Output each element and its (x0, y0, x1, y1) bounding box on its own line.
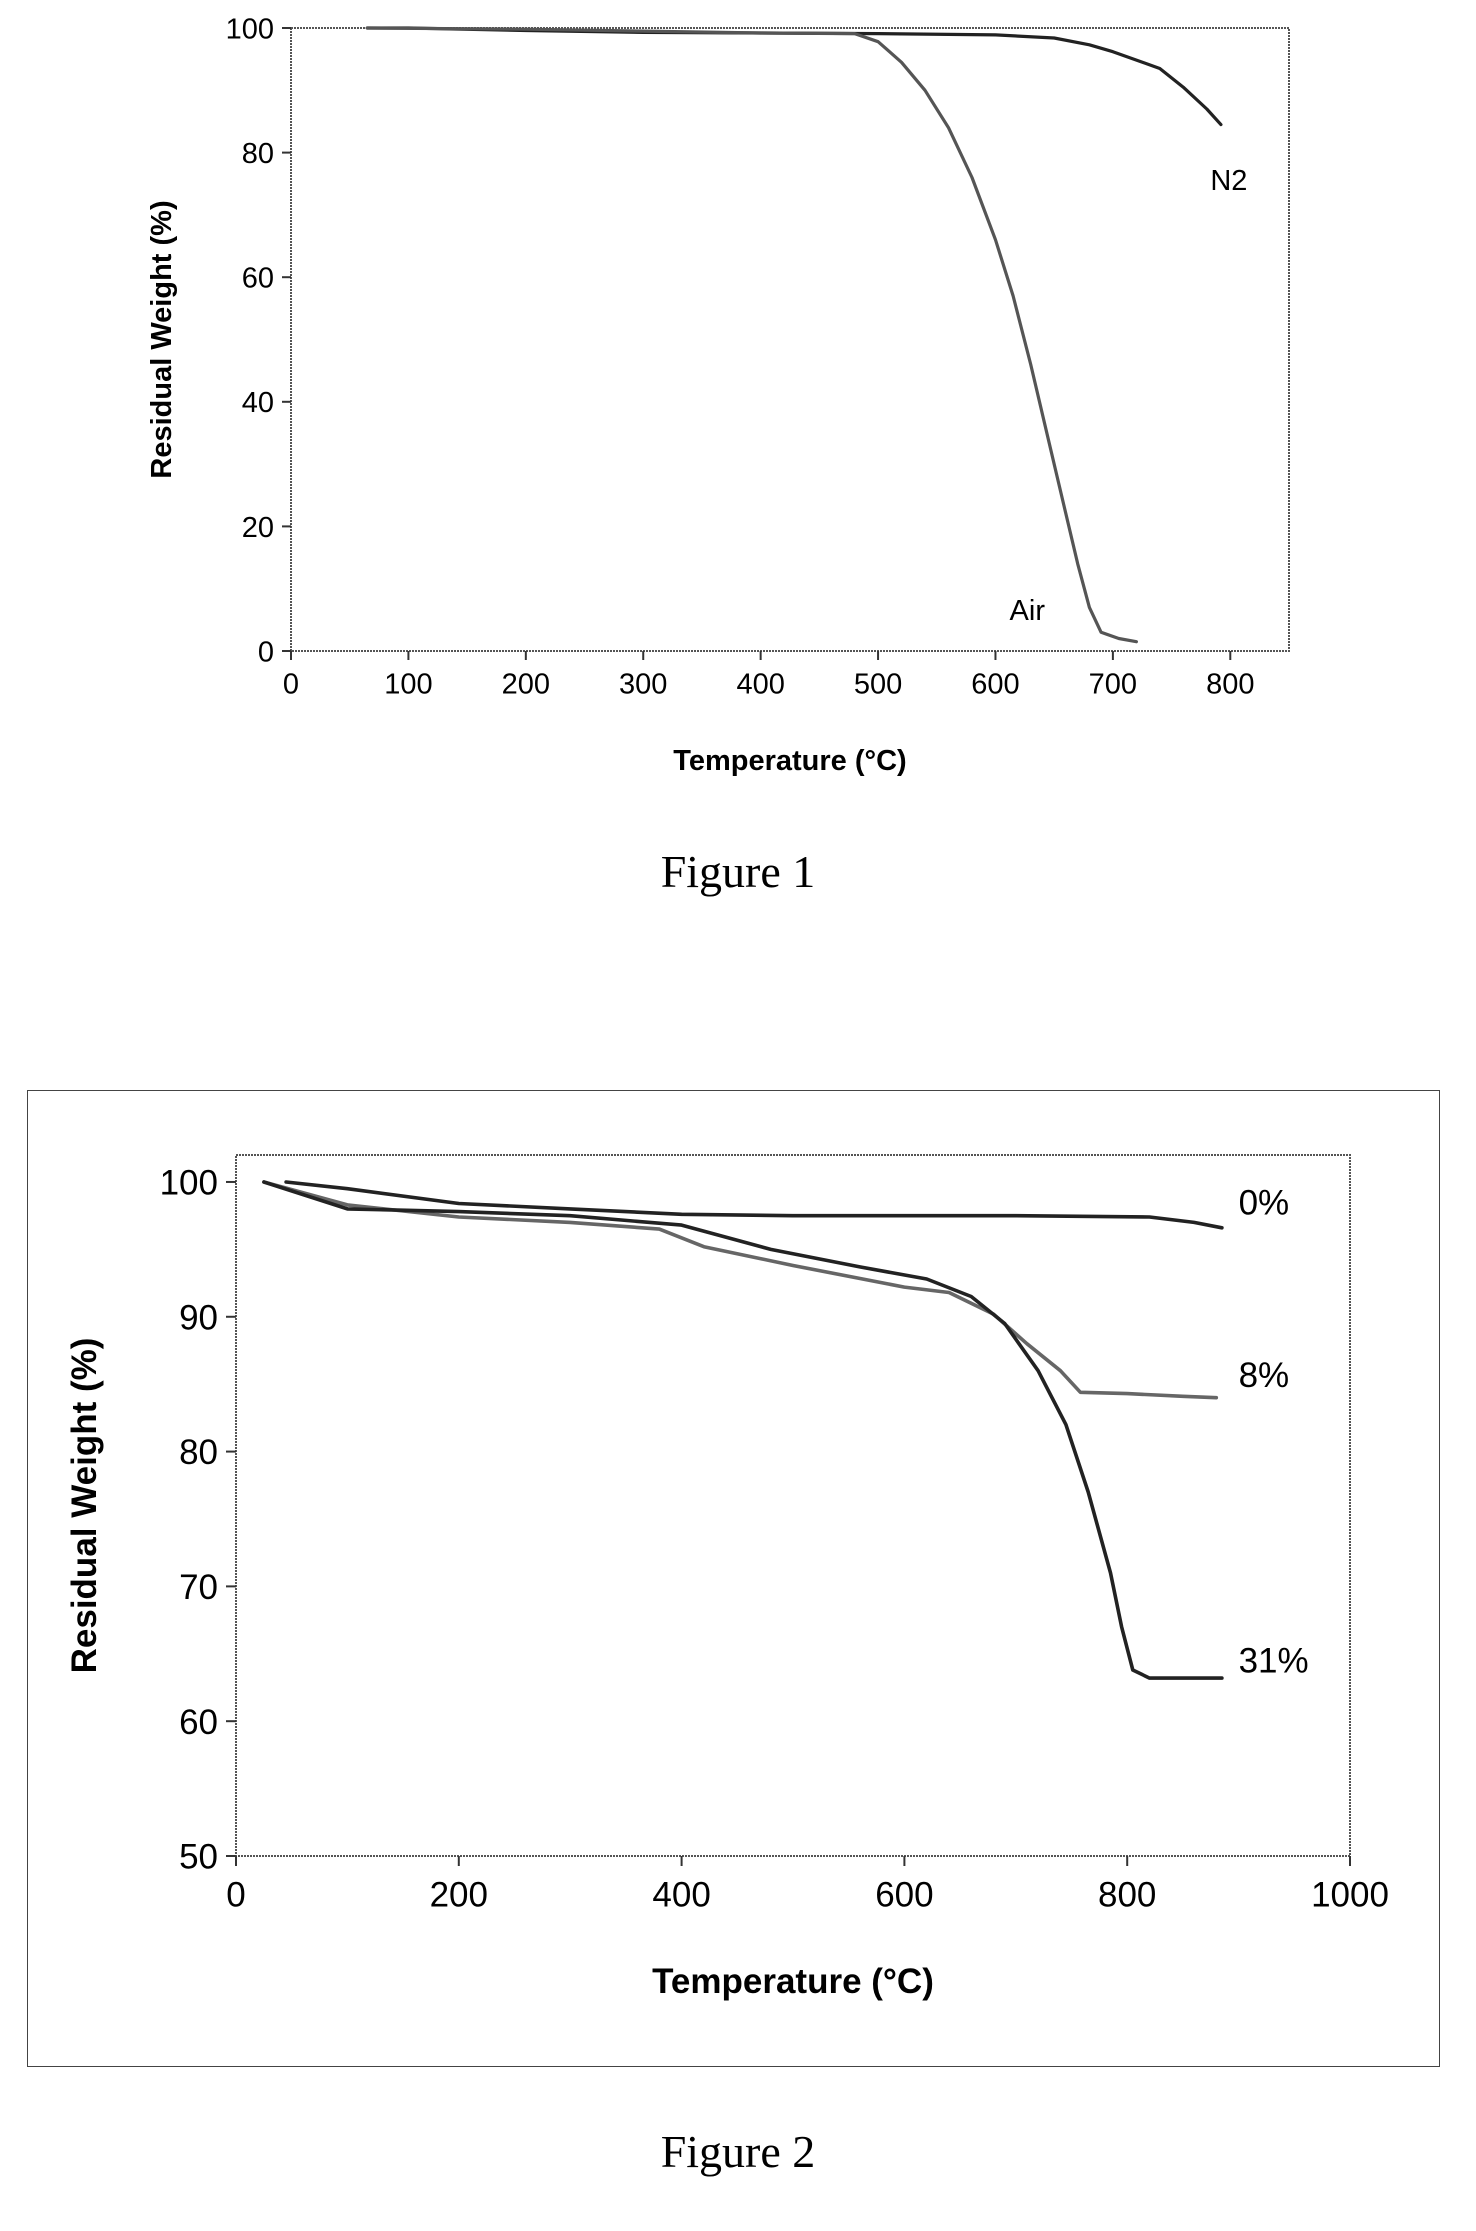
plot-area-frame (236, 1155, 1350, 1856)
x-tick-label: 1000 (1311, 1875, 1389, 1914)
y-tick-label: 80 (179, 1433, 218, 1472)
y-tick-label: 90 (179, 1298, 218, 1337)
x-tick-label: 800 (1098, 1875, 1156, 1914)
y-axis-ticks: 50 60 70 80 90 100 (160, 1164, 236, 1877)
x-tick-label: 200 (430, 1875, 488, 1914)
x-tick-label: 0 (226, 1875, 245, 1914)
figure-2-caption: Figure 2 (0, 2125, 1476, 2178)
x-tick-label: 600 (875, 1875, 933, 1914)
series-line-0pct (286, 1182, 1222, 1228)
x-tick-label: 400 (652, 1875, 710, 1914)
y-tick-label: 100 (160, 1164, 218, 1203)
x-axis-label: Temperature (°C) (652, 1962, 934, 2001)
y-tick-label: 60 (179, 1703, 218, 1742)
y-tick-label: 70 (179, 1568, 218, 1607)
series-label-8pct: 8% (1239, 1356, 1290, 1395)
y-axis-label: Residual Weight (%) (65, 1338, 104, 1674)
x-axis-ticks: 0 200 400 600 800 1000 (226, 1856, 1389, 1914)
series-lines (264, 1182, 1222, 1678)
y-tick-label: 50 (179, 1838, 218, 1877)
series-label-0pct: 0% (1239, 1183, 1290, 1222)
series-label-31pct: 31% (1239, 1642, 1309, 1681)
